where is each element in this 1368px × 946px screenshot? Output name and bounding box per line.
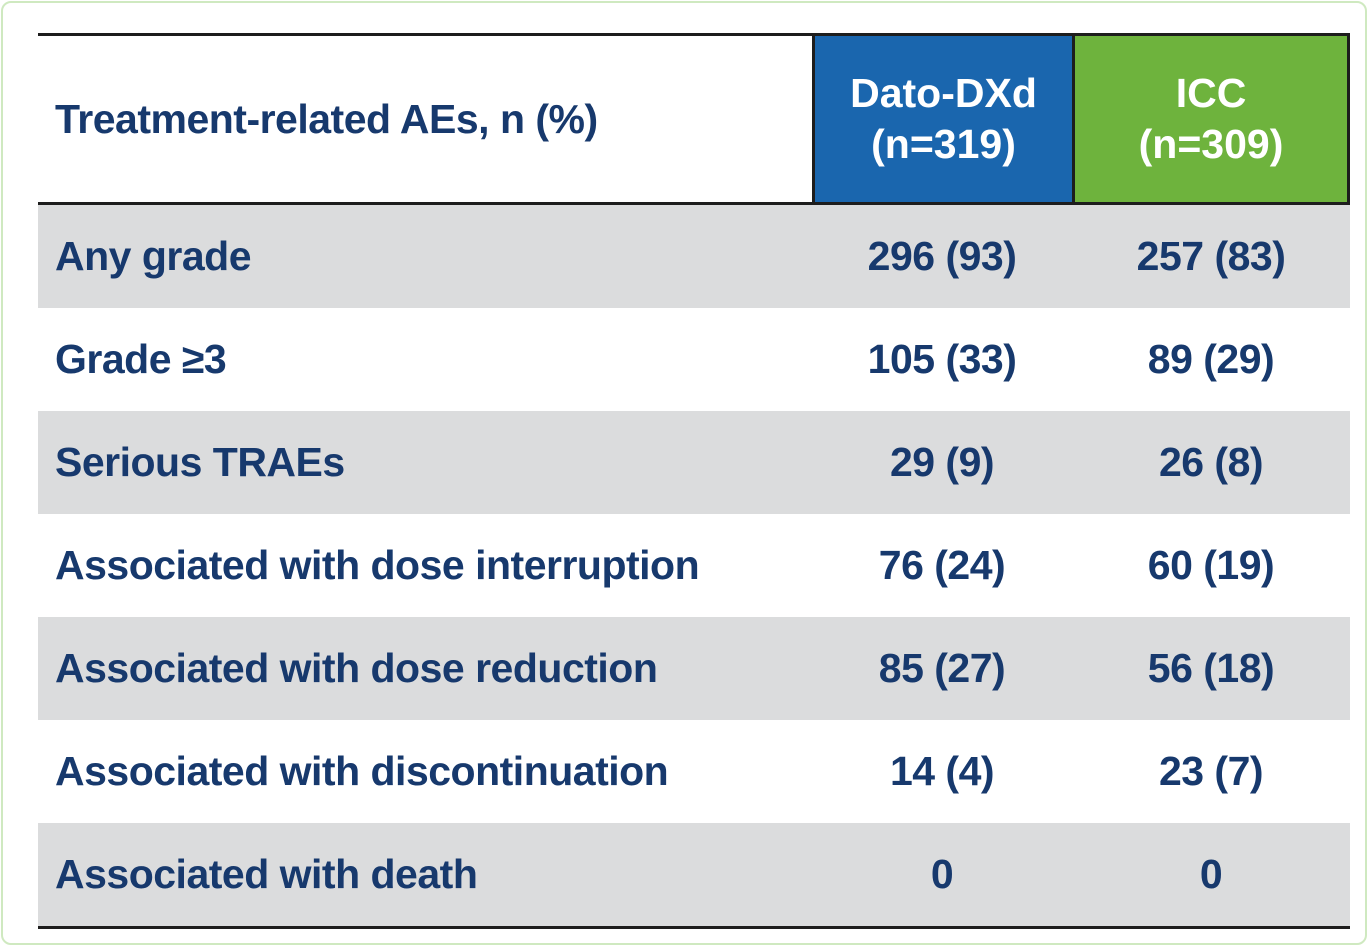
- dato-value: 105 (33): [867, 336, 1017, 382]
- trae-table: Treatment-related AEs, n (%) Dato-DXd (n…: [38, 33, 1350, 929]
- table-row-discontinuation: Associated with discontinuation 14 (4) 2…: [38, 720, 1350, 823]
- icc-value: 26 (8): [1158, 439, 1264, 485]
- column-header-dato-dxd: Dato-DXd (n=319): [812, 36, 1072, 202]
- column-header-icc: ICC (n=309): [1072, 36, 1350, 202]
- table-row-serious-traes: Serious TRAEs 29 (9) 26 (8): [38, 411, 1350, 514]
- icc-value: 60 (19): [1147, 542, 1275, 588]
- row-label: Grade ≥3: [55, 336, 227, 382]
- dato-column-title: Dato-DXd: [850, 69, 1037, 116]
- row-label: Associated with dose interruption: [55, 542, 700, 588]
- table-row-dose-reduction: Associated with dose reduction 85 (27) 5…: [38, 617, 1350, 720]
- icc-column-n: (n=309): [1138, 121, 1284, 167]
- table-row-dose-interruption: Associated with dose interruption 76 (24…: [38, 514, 1350, 617]
- table-body: Any grade 296 (93) 257 (83) Grade ≥3 105…: [38, 205, 1350, 929]
- row-label: Associated with death: [55, 851, 478, 897]
- icc-column-title: ICC: [1175, 69, 1247, 116]
- dato-value: 0: [930, 851, 954, 897]
- table-row-any-grade: Any grade 296 (93) 257 (83): [38, 205, 1350, 308]
- table-header-row: Treatment-related AEs, n (%) Dato-DXd (n…: [38, 33, 1350, 205]
- icc-value: 23 (7): [1158, 748, 1264, 794]
- dato-column-n: (n=319): [871, 121, 1016, 167]
- row-label: Any grade: [55, 233, 252, 279]
- row-label: Associated with dose reduction: [55, 645, 658, 691]
- table-row-death: Associated with death 0 0: [38, 823, 1350, 926]
- icc-value: 257 (83): [1136, 233, 1286, 279]
- row-label: Serious TRAEs: [55, 439, 345, 485]
- row-label: Associated with discontinuation: [55, 748, 669, 794]
- table-header-label: Treatment-related AEs, n (%): [55, 95, 598, 142]
- dato-value: 14 (4): [889, 748, 995, 794]
- icc-value: 56 (18): [1147, 645, 1275, 691]
- dato-value: 29 (9): [889, 439, 995, 485]
- table-row-grade-ge3: Grade ≥3 105 (33) 89 (29): [38, 308, 1350, 411]
- dato-value: 76 (24): [878, 542, 1006, 588]
- dato-value: 296 (93): [867, 233, 1017, 279]
- icc-value: 0: [1199, 851, 1223, 897]
- dato-value: 85 (27): [878, 645, 1006, 691]
- icc-value: 89 (29): [1147, 336, 1275, 382]
